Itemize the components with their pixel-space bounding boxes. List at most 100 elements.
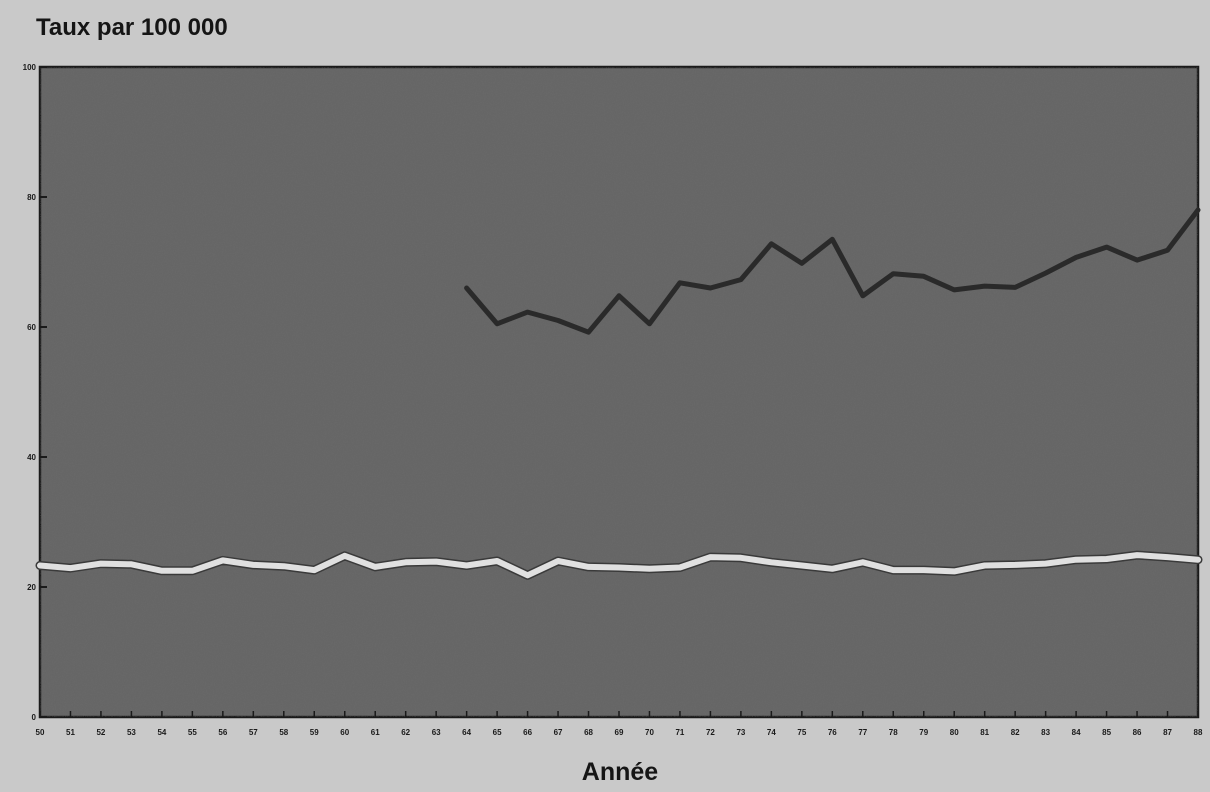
x-tick-label: 50 bbox=[36, 728, 45, 737]
x-tick-label: 86 bbox=[1133, 728, 1142, 737]
data-point bbox=[496, 560, 498, 562]
data-point bbox=[374, 566, 377, 568]
data-point bbox=[740, 557, 742, 559]
data-point bbox=[1044, 562, 1047, 565]
data-point bbox=[1166, 249, 1169, 252]
x-tick-label: 70 bbox=[645, 728, 654, 737]
x-tick-label: 73 bbox=[736, 728, 745, 737]
data-point bbox=[465, 564, 468, 567]
data-point bbox=[831, 238, 834, 241]
data-point bbox=[1044, 272, 1047, 274]
x-tick-label: 76 bbox=[828, 728, 837, 737]
data-point bbox=[252, 564, 255, 566]
x-tick-label: 83 bbox=[1041, 728, 1050, 737]
y-tick-label: 20 bbox=[27, 583, 36, 592]
x-tick-label: 88 bbox=[1194, 728, 1203, 737]
data-point bbox=[983, 564, 986, 567]
data-point bbox=[618, 295, 620, 297]
data-point bbox=[1014, 286, 1016, 289]
y-axis: 0 20 40 60 80 100 bbox=[23, 63, 47, 722]
x-tick-label: 54 bbox=[157, 728, 166, 737]
data-point bbox=[801, 262, 803, 265]
data-point bbox=[343, 555, 346, 557]
data-point bbox=[1197, 209, 1199, 211]
x-tick-label: 77 bbox=[858, 728, 867, 737]
data-point bbox=[313, 569, 316, 571]
data-point bbox=[892, 272, 895, 275]
x-tick-label: 53 bbox=[127, 728, 136, 737]
data-point bbox=[1197, 558, 1199, 561]
x-axis: 50 51 52 53 54 55 56 57 58 59 60 61 62 63 64 65 66 67 68 69… bbox=[36, 711, 1203, 737]
data-point bbox=[618, 566, 620, 569]
data-point bbox=[100, 562, 102, 565]
data-point bbox=[953, 289, 955, 291]
data-point bbox=[862, 295, 864, 297]
x-tick-label: 58 bbox=[279, 728, 288, 737]
data-point bbox=[801, 564, 803, 567]
data-point bbox=[1075, 558, 1077, 561]
data-point bbox=[557, 560, 559, 562]
x-tick-label: 51 bbox=[66, 728, 75, 737]
x-tick-label: 66 bbox=[523, 728, 532, 737]
data-point bbox=[130, 563, 133, 566]
x-tick-label: 62 bbox=[401, 728, 410, 737]
data-point bbox=[831, 568, 834, 570]
x-tick-label: 75 bbox=[797, 728, 806, 737]
data-point bbox=[922, 275, 925, 278]
data-point bbox=[892, 569, 895, 571]
data-point bbox=[1014, 564, 1016, 566]
x-tick-label: 63 bbox=[432, 728, 441, 737]
x-tick-label: 71 bbox=[675, 728, 684, 737]
x-tick-label: 72 bbox=[706, 728, 715, 737]
data-point bbox=[709, 556, 712, 558]
data-point bbox=[435, 560, 438, 563]
data-point bbox=[222, 559, 224, 562]
x-tick-label: 59 bbox=[310, 728, 319, 737]
data-point bbox=[1136, 259, 1138, 261]
data-point bbox=[953, 570, 955, 573]
data-point bbox=[922, 569, 925, 571]
data-point bbox=[283, 565, 285, 567]
x-tick-label: 79 bbox=[919, 728, 928, 737]
data-point bbox=[679, 566, 681, 569]
x-tick-label: 60 bbox=[340, 728, 349, 737]
data-point bbox=[587, 566, 590, 568]
y-tick-label: 0 bbox=[32, 713, 37, 722]
x-tick-label: 52 bbox=[96, 728, 105, 737]
x-tick-label: 84 bbox=[1072, 728, 1081, 737]
data-point bbox=[39, 564, 41, 567]
series-layer bbox=[35, 207, 1203, 580]
data-point bbox=[740, 278, 742, 281]
x-tick-label: 80 bbox=[950, 728, 959, 737]
y-tick-label: 80 bbox=[27, 193, 36, 202]
x-tick-label: 69 bbox=[615, 728, 624, 737]
data-point bbox=[648, 568, 651, 570]
x-tick-label: 85 bbox=[1102, 728, 1111, 737]
data-point bbox=[496, 323, 498, 325]
x-tick-label: 74 bbox=[767, 728, 776, 737]
data-point bbox=[587, 331, 590, 334]
plot-area bbox=[38, 65, 1200, 719]
data-point bbox=[1105, 246, 1108, 248]
y-tick-label: 100 bbox=[23, 63, 37, 72]
data-point bbox=[1105, 558, 1108, 560]
x-axis-title: Année bbox=[581, 758, 659, 786]
x-tick-label: 87 bbox=[1163, 728, 1172, 737]
data-point bbox=[709, 287, 712, 289]
x-tick-label: 57 bbox=[249, 728, 258, 737]
y-tick-label: 60 bbox=[27, 323, 36, 332]
x-tick-label: 81 bbox=[980, 728, 989, 737]
data-point bbox=[1075, 256, 1077, 259]
x-tick-label: 56 bbox=[218, 728, 227, 737]
x-tick-label: 64 bbox=[462, 728, 471, 737]
x-tick-label: 67 bbox=[554, 728, 563, 737]
y-tick-label: 40 bbox=[27, 453, 36, 462]
x-tick-label: 68 bbox=[584, 728, 593, 737]
data-point bbox=[465, 287, 468, 289]
data-point bbox=[770, 243, 773, 245]
x-tick-label: 65 bbox=[493, 728, 502, 737]
data-point bbox=[526, 311, 529, 313]
data-point bbox=[770, 561, 773, 564]
data-point bbox=[191, 570, 194, 572]
